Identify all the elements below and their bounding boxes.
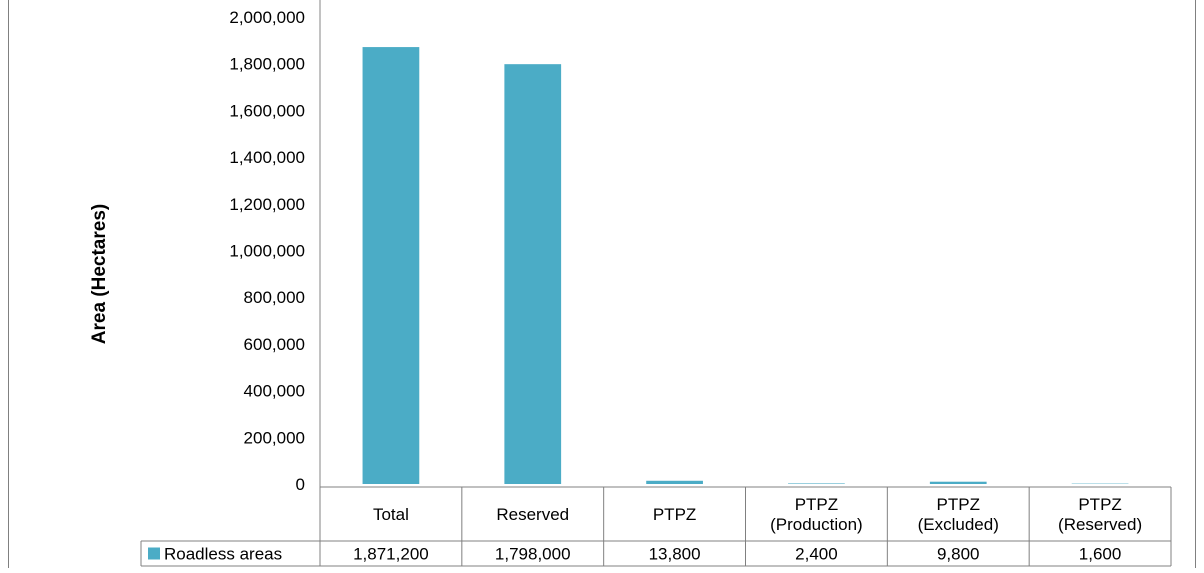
y-tick-label: 1,800,000 — [229, 55, 305, 74]
bar — [930, 482, 987, 484]
y-tick-label: 1,200,000 — [229, 195, 305, 214]
bar — [646, 481, 703, 484]
y-tick-label: 200,000 — [244, 428, 305, 447]
chart-frame — [9, 0, 1196, 568]
y-tick-label: 1,400,000 — [229, 148, 305, 167]
x-tick-label: PTPZ — [1078, 495, 1121, 514]
bar — [363, 47, 420, 484]
data-label: 2,400 — [795, 545, 838, 564]
data-label: 1,871,200 — [353, 545, 429, 564]
y-tick-label: 2,000,000 — [229, 8, 305, 27]
y-tick-label: 1,000,000 — [229, 242, 305, 261]
x-tick-label: Total — [373, 505, 409, 524]
bar — [788, 483, 845, 484]
x-tick-label: Reserved — [496, 505, 569, 524]
data-label: 1,798,000 — [495, 545, 571, 564]
x-tick-label: (Excluded) — [918, 515, 999, 534]
bars-group — [363, 47, 1129, 484]
data-label: 1,600 — [1079, 545, 1122, 564]
y-tick-label: 800,000 — [244, 288, 305, 307]
legend-swatch — [148, 548, 160, 560]
x-tick-label: (Production) — [770, 515, 863, 534]
y-tick-label: 400,000 — [244, 382, 305, 401]
x-tick-label: PTPZ — [653, 505, 696, 524]
y-axis: 0 200,000 400,000 600,000 800,000 1,000,000 1,… — [229, 0, 320, 494]
y-axis-label: Area (Hectares) — [89, 204, 110, 344]
x-tick-label: PTPZ — [795, 495, 838, 514]
legend-label: Roadless areas — [164, 545, 282, 564]
y-tick-label: 1,600,000 — [229, 101, 305, 120]
y-tick-label: 0 — [296, 475, 305, 494]
data-label: 9,800 — [937, 545, 980, 564]
x-tick-label: (Reserved) — [1058, 515, 1142, 534]
data-label: 13,800 — [649, 545, 701, 564]
bar — [504, 64, 561, 484]
y-tick-label: 600,000 — [244, 335, 305, 354]
x-tick-label: PTPZ — [937, 495, 980, 514]
